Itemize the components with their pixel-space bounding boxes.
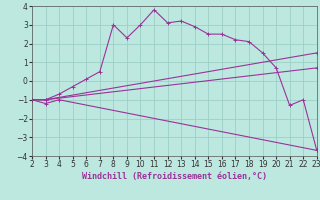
- X-axis label: Windchill (Refroidissement éolien,°C): Windchill (Refroidissement éolien,°C): [82, 172, 267, 181]
